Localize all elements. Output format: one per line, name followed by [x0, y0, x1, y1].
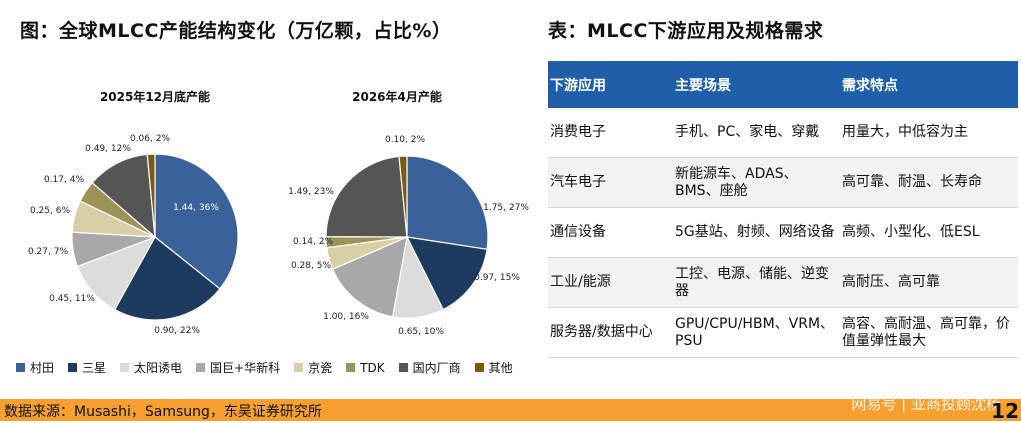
legend-item: 村田 [16, 359, 54, 376]
legend-swatch [196, 363, 206, 372]
legend-swatch [68, 363, 78, 372]
cell-application: 工业/能源 [548, 257, 673, 308]
header-requirement: 需求特点 [840, 61, 1018, 108]
legend-item: 三星 [68, 359, 106, 376]
pie-data-label: 0.45, 11% [49, 294, 95, 304]
chart-legend: 村田 三星 太阳诱电 国巨+华新科 京瓷 TDK 国内厂商 其他 [16, 359, 527, 376]
pie-slice [113, 236, 221, 321]
legend-label: 三星 [82, 361, 107, 375]
legend-label: TDK [360, 360, 385, 375]
cell-requirement: 高容、高耐温、高可靠，价值量弹性最大 [840, 307, 1018, 358]
cell-application: 消费电子 [548, 108, 673, 158]
cell-application: 服务器/数据中心 [548, 307, 673, 358]
pie-chart-2025: 2025年12月底产能 1.44, 36% 0.90, 22% 0.45, 11% 0.… [28, 89, 239, 336]
table-row: 服务器/数据中心 GPU/CPU/HBM、VRM、PSU 高容、高耐温、高可靠，… [548, 307, 1018, 358]
table-row: 消费电子 手机、PC、家电、穿戴 用量大，中低容为主 [548, 108, 1018, 158]
footer-bar: 数据来源：Musashi，Samsung，东吴证券研究所 网易号 | 亚商投顾沈… [0, 395, 1021, 421]
cell-requirement: 高耐压、高可靠 [840, 257, 1018, 308]
legend-item: 京瓷 [294, 359, 332, 376]
application-spec-table: 下游应用 主要场景 需求特点 消费电子 手机、PC、家电、穿戴 用量大，中低容为… [548, 61, 1018, 358]
pie-slice [146, 153, 156, 238]
legend-item: 国巨+华新科 [196, 359, 280, 376]
pie-data-label: 0.90, 22% [154, 326, 200, 336]
legend-label: 京瓷 [308, 361, 333, 375]
pie-slice [325, 155, 408, 238]
pie-slice [91, 153, 156, 239]
pie-data-label: 0.97, 15% [474, 273, 520, 283]
pie-data-label: 1.75, 27% [483, 203, 529, 213]
pie-slice [405, 236, 488, 311]
legend-swatch [16, 363, 25, 372]
legend-swatch [398, 363, 408, 372]
pie-data-label: 0.14, 2% [293, 237, 333, 247]
legend-item: 其他 [474, 359, 513, 376]
header-scenario: 主要场景 [673, 61, 840, 108]
pie-slice [406, 155, 489, 251]
watermark-text: 网易号 | 亚商投顾沈杨 [851, 395, 1001, 413]
legend-swatch [120, 363, 130, 372]
cell-scenario: 新能源车、ADAS、BMS、座舱 [673, 157, 840, 208]
cell-requirement: 用量大，中低容为主 [840, 108, 1018, 158]
legend-item: 太阳诱电 [120, 359, 182, 376]
table-row: 通信设备 5G基站、射频、网络设备 高频、小型化、低ESL [548, 207, 1018, 258]
pie-data-label: 0.28, 5% [291, 261, 331, 271]
legend-item: TDK [346, 359, 385, 376]
legend-label: 国内厂商 [412, 361, 461, 375]
legend-swatch [294, 363, 304, 372]
pie-slice [331, 236, 408, 318]
pie-charts: 2025年12月底产能 1.44, 36% 0.90, 22% 0.45, 11% 0.… [28, 89, 529, 337]
pie-data-label: 1.44, 36% [173, 203, 219, 213]
pie-data-label: 0.27, 7% [28, 247, 68, 257]
cell-scenario: GPU/CPU/HBM、VRM、PSU [673, 307, 840, 358]
right-table-title: 表：MLCC下游应用及规格需求 [548, 20, 824, 42]
pie-title: 2026年4月产能 [352, 89, 442, 104]
legend-label: 村田 [30, 361, 55, 375]
cell-scenario: 5G基站、射频、网络设备 [673, 207, 840, 258]
pie-title: 2025年12月底产能 [100, 89, 210, 104]
cell-application: 通信设备 [548, 207, 673, 258]
table-row: 汽车电子 新能源车、ADAS、BMS、座舱 高可靠、耐温、长寿命 [548, 157, 1018, 208]
pie-chart-2026: 2026年4月产能 1.75, 27% 0.97, 15% 0.65, 10% 1.00… [288, 89, 529, 337]
legend-item: 国内厂商 [398, 359, 461, 376]
pie-slice [398, 155, 408, 238]
cell-scenario: 工控、电源、储能、逆变器 [673, 257, 840, 308]
pie-data-label: 0.65, 10% [398, 327, 444, 337]
pie-data-label: 0.17, 4% [44, 175, 84, 185]
pie-data-label: 0.06, 2% [130, 134, 170, 144]
header-application: 下游应用 [548, 61, 673, 108]
pie-data-label: 1.00, 16% [323, 312, 369, 322]
cell-requirement: 高频、小型化、低ESL [840, 207, 1018, 258]
pie-data-label: 0.10, 2% [385, 135, 425, 145]
cell-application: 汽车电子 [548, 157, 673, 208]
pie-data-label: 1.49, 23% [288, 187, 334, 197]
pie-data-label: 0.25, 6% [30, 206, 70, 216]
table-row: 工业/能源 工控、电源、储能、逆变器 高耐压、高可靠 [548, 257, 1018, 308]
legend-label: 国巨+华新科 [210, 361, 281, 375]
pie-slice [154, 153, 239, 290]
legend-label: 其他 [488, 361, 513, 375]
legend-swatch [346, 363, 356, 372]
legend-label: 太阳诱电 [134, 361, 183, 375]
left-chart-title: 图：全球MLCC产能结构变化（万亿颗，占比%） [20, 20, 452, 42]
legend-swatch [474, 363, 484, 372]
data-source-text: 数据来源：Musashi，Samsung，东吴证券研究所 [4, 404, 322, 420]
page-number: 12 [991, 399, 1019, 423]
table-header-row: 下游应用 主要场景 需求特点 [548, 61, 1018, 108]
cell-requirement: 高可靠、耐温、长寿命 [840, 157, 1018, 208]
cell-scenario: 手机、PC、家电、穿戴 [673, 108, 840, 158]
pie-data-label: 0.49, 12% [85, 144, 131, 154]
